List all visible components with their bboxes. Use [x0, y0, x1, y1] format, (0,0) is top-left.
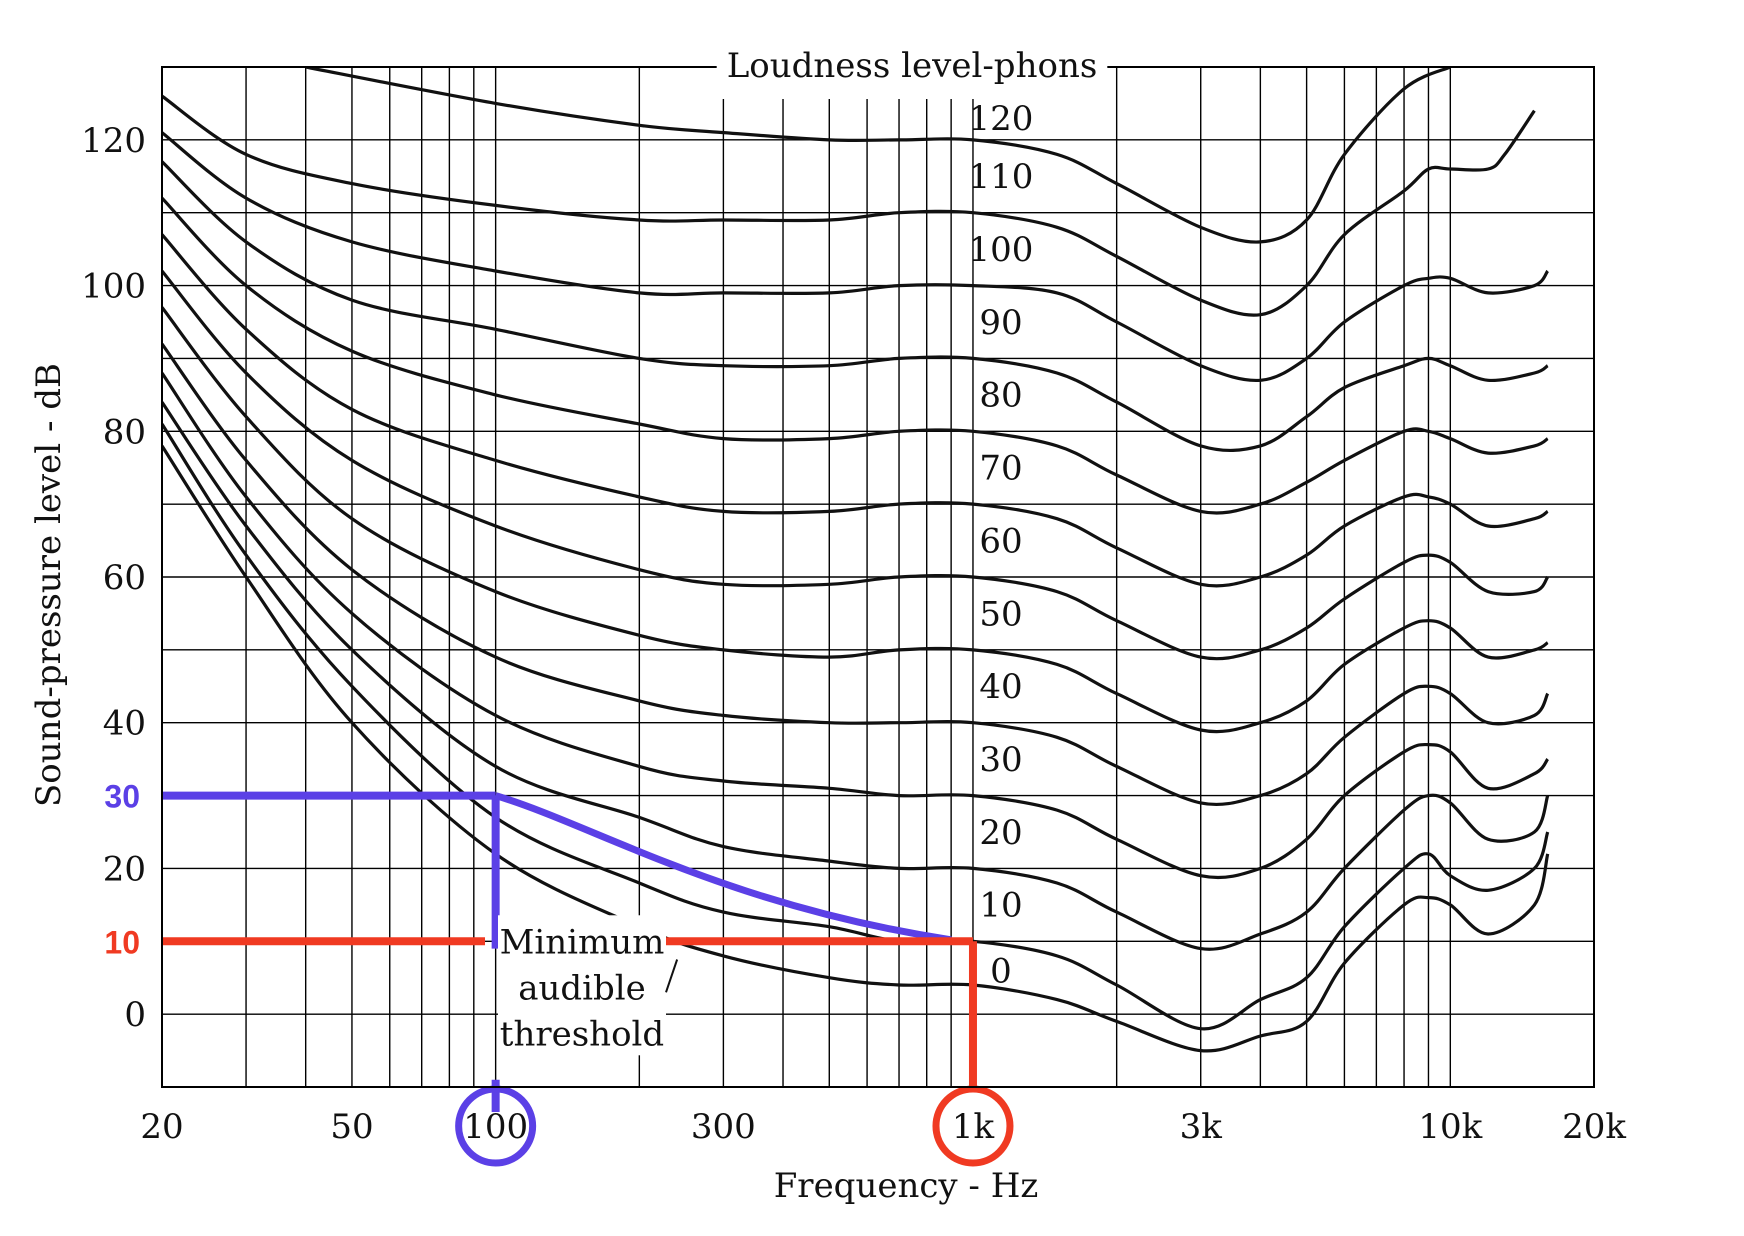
blue-threshold-trace [494, 792, 952, 944]
y-tick-label: 60 [103, 558, 146, 598]
curve-label-100: 100 [969, 230, 1034, 270]
x-tick-label: 50 [330, 1107, 373, 1147]
curve-70-phon [162, 233, 1549, 588]
x-tick-label: 1k [952, 1107, 995, 1147]
curve-label-60: 60 [979, 521, 1022, 561]
curve-label-50: 50 [979, 594, 1022, 634]
curve-label-20: 20 [979, 813, 1022, 853]
curve-80-phon [162, 196, 1549, 515]
title-background-lower [716, 69, 1108, 99]
threshold-label-line: threshold [500, 1014, 664, 1054]
threshold-pointer [665, 959, 679, 993]
curve-100-phon [162, 131, 1550, 383]
curve-label-30: 30 [979, 740, 1022, 780]
curve-10-phon [162, 423, 1550, 1031]
curve-0-phon [162, 445, 1550, 1053]
title-background [716, 64, 1108, 70]
x-tick-label: 300 [691, 1107, 756, 1147]
curve-label-40: 40 [979, 667, 1022, 707]
curve-label-120: 120 [969, 99, 1034, 139]
curve-label-10: 10 [979, 886, 1022, 926]
curve-20-phon [162, 401, 1550, 951]
curve-40-phon [162, 342, 1550, 807]
threshold-label-line: audible [518, 968, 646, 1008]
y-tick-label: 80 [103, 412, 146, 452]
y-axis-label: Sound-pressure level - dB [29, 363, 69, 807]
y-tick-label: 100 [81, 267, 146, 307]
curve-label-90: 90 [979, 303, 1022, 343]
loudness-curves [162, 67, 1550, 1053]
annotation-value-30: 30 [104, 779, 140, 815]
threshold-label-background [498, 915, 666, 1056]
x-tick-label: 10k [1418, 1107, 1482, 1147]
y-tick-label: 0 [124, 995, 146, 1035]
threshold-label-line: Minimum [500, 922, 665, 962]
x-axis-label: Frequency - Hz [774, 1166, 1039, 1206]
curve-label-80: 80 [979, 376, 1022, 416]
curve-50-phon [162, 306, 1549, 734]
annotation-value-10: 10 [104, 924, 140, 960]
threshold-annotations [162, 791, 1014, 1167]
x-tick-label: 20k [1562, 1107, 1626, 1147]
red-highlight-circle-1khz [932, 1085, 1014, 1167]
y-tick-label: 120 [81, 121, 146, 161]
curve-label-0: 0 [990, 951, 1012, 991]
curve-label-110: 110 [969, 157, 1034, 197]
curve-30-phon [162, 372, 1550, 880]
curve-label-70: 70 [979, 449, 1022, 489]
curve-90-phon [162, 160, 1549, 452]
curve-60-phon [162, 269, 1550, 661]
y-tick-label: 20 [103, 849, 146, 889]
curve-110-phon [162, 94, 1536, 317]
curve-120-phon [305, 67, 1451, 244]
x-tick-label: 3k [1180, 1107, 1223, 1147]
chart-title: Loudness level-phons [727, 46, 1098, 86]
x-tick-label: 100 [463, 1107, 528, 1147]
x-tick-label: 20 [140, 1107, 183, 1147]
blue-highlight-circle-100hz [455, 1085, 537, 1167]
y-tick-label: 40 [103, 704, 146, 744]
